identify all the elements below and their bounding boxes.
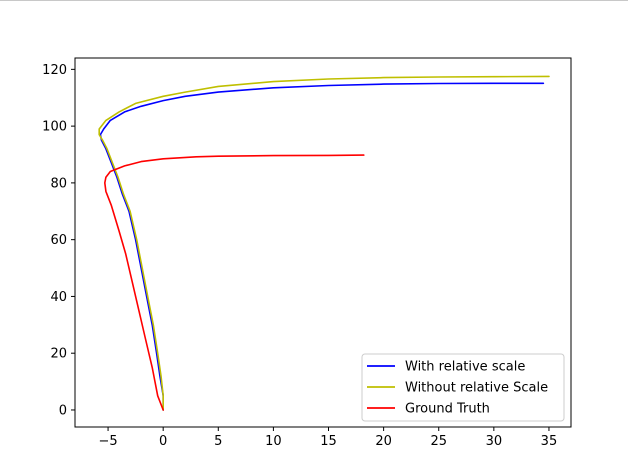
x-tick-label: 30 — [486, 434, 503, 449]
window-top-border — [0, 0, 628, 1]
y-axis-ticks: 0 20 40 60 80 100 120 — [42, 63, 75, 418]
x-tick-label: 10 — [265, 434, 282, 449]
legend-label-1: Without relative Scale — [405, 381, 548, 396]
y-tick-label: 20 — [50, 347, 67, 362]
x-tick-label: 20 — [375, 434, 392, 449]
y-tick-label: 40 — [50, 290, 67, 305]
x-tick-label: −5 — [98, 434, 117, 449]
x-tick-label: 25 — [430, 434, 447, 449]
x-tick-label: 0 — [159, 434, 167, 449]
series-layer — [98, 75, 550, 411]
series-line-1 — [98, 75, 550, 411]
series-line-2 — [104, 154, 365, 411]
legend-label-2: Ground Truth — [405, 402, 490, 417]
x-axis-ticks: −5 0 5 10 15 20 25 30 35 — [98, 427, 557, 449]
y-tick-label: 80 — [50, 176, 67, 191]
y-tick-label: 0 — [59, 403, 67, 418]
x-tick-label: 15 — [320, 434, 337, 449]
x-tick-label: 35 — [541, 434, 558, 449]
legend-box — [361, 353, 565, 422]
y-tick-label: 100 — [42, 120, 67, 135]
legend-label-0: With relative scale — [405, 360, 525, 375]
legend: With relative scale Without relative Scal… — [361, 353, 565, 422]
x-tick-label: 5 — [214, 434, 222, 449]
y-tick-label: 120 — [42, 63, 67, 78]
y-tick-label: 60 — [50, 233, 67, 248]
axes-frame — [74, 57, 572, 428]
